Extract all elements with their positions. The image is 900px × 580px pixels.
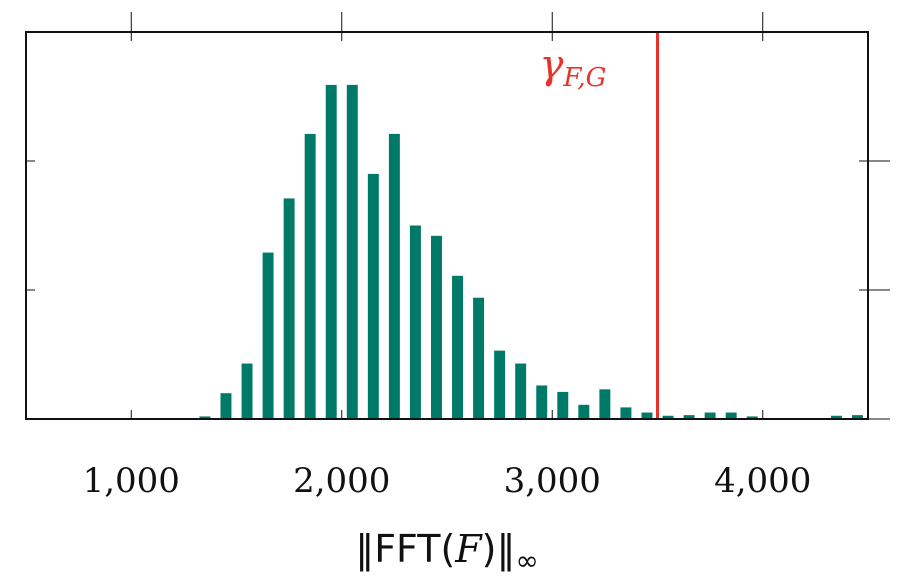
histogram-bar <box>220 393 232 419</box>
histogram-bar <box>557 391 569 419</box>
histogram-bar <box>725 412 737 419</box>
y-ticks-group <box>26 160 890 420</box>
x-axis-label-prefix: ‖FFT( <box>355 527 455 572</box>
histogram-bar <box>683 415 695 419</box>
histogram-bar <box>304 133 316 419</box>
x-tick-label: 2,000 <box>293 461 390 501</box>
histogram-bar <box>641 412 653 419</box>
histogram-bar <box>536 385 548 419</box>
histogram-bar <box>473 297 485 419</box>
histogram-bar <box>241 363 253 419</box>
histogram-bar <box>704 412 716 419</box>
x-tick-label: 3,000 <box>504 461 601 501</box>
x-axis-label-suffix: )‖ <box>482 527 516 572</box>
histogram-bar <box>620 407 632 419</box>
histogram-bar <box>409 225 421 419</box>
histogram-bar <box>388 133 400 419</box>
x-tick-label: 4,000 <box>714 461 811 501</box>
histogram-bar <box>431 235 442 419</box>
histogram-bar <box>662 415 674 419</box>
threshold-symbol: γ <box>540 42 564 88</box>
histogram-bar <box>830 415 842 419</box>
histogram-bar <box>452 275 463 419</box>
x-axis-label-variable: F <box>454 527 483 571</box>
x-ticks-group: 1,000 2,000 3,000 4,000 <box>83 12 811 501</box>
x-tick-label: 1,000 <box>83 461 180 501</box>
histogram-bar <box>325 84 337 419</box>
threshold-subscript: F,G <box>562 63 606 93</box>
histogram-bar <box>199 416 211 419</box>
bars-group <box>199 84 863 419</box>
histogram-bar <box>599 389 611 419</box>
histogram-bar <box>262 252 274 419</box>
x-axis-label: ‖FFT(F)‖∞ <box>355 527 539 577</box>
histogram-bar <box>746 416 758 419</box>
x-axis-label-subscript: ∞ <box>515 544 538 577</box>
histogram-bar <box>283 198 295 419</box>
threshold-label: γF,G <box>540 42 607 93</box>
histogram-bar <box>852 415 863 419</box>
histogram-bar <box>578 404 590 419</box>
histogram-bar <box>367 173 379 419</box>
histogram-bar <box>346 84 358 419</box>
histogram-bar <box>494 350 506 419</box>
histogram-bar <box>515 363 527 419</box>
plot-frame <box>25 31 869 420</box>
